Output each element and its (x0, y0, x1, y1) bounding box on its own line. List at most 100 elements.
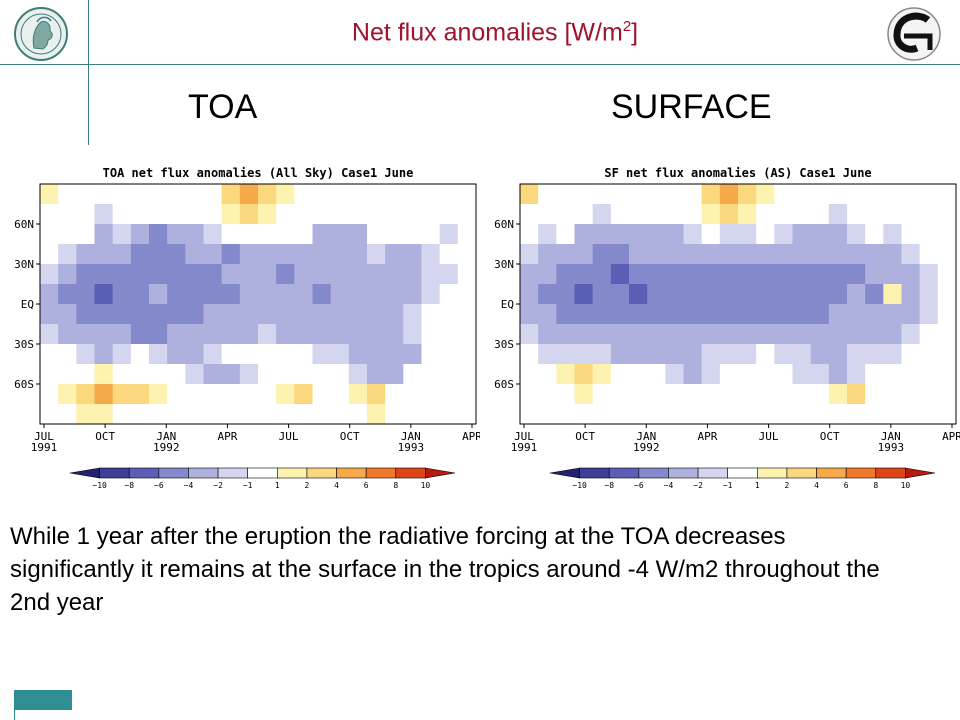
heatmap-cell (258, 404, 277, 425)
heatmap-cell (738, 344, 757, 365)
heatmap-cell (865, 304, 884, 325)
heatmap-cell (403, 264, 423, 285)
heatmap-cell (756, 184, 775, 205)
heatmap-cell (221, 224, 241, 245)
heatmap-cell (629, 224, 648, 245)
institute-logo (887, 7, 941, 61)
heatmap-cell (312, 324, 332, 345)
heatmap-cell (203, 184, 223, 205)
heatmap-cell (258, 204, 277, 225)
heatmap-cell (574, 364, 594, 385)
heatmap-cell (701, 304, 721, 325)
x-tick-label: OCT (820, 430, 840, 443)
heatmap-cell (276, 324, 295, 345)
heatmap-cell (520, 324, 539, 345)
heatmap-cell (312, 384, 332, 405)
heatmap-cell (556, 184, 576, 205)
heatmap-cell (439, 344, 459, 365)
heatmap-cell (76, 404, 96, 425)
colorbar-label: 4 (334, 481, 339, 490)
heatmap-cell (94, 384, 114, 405)
heatmap-cell (258, 224, 277, 245)
heatmap-cell (76, 184, 96, 205)
heatmap-cell (367, 384, 386, 405)
heatmap-cell (457, 364, 477, 385)
heatmap-cell (348, 364, 368, 385)
heatmap-cell (756, 304, 775, 325)
heatmap-cell (556, 284, 576, 305)
chart-title: TOA net flux anomalies (All Sky) Case1 J… (103, 166, 414, 180)
heatmap-cell (610, 404, 630, 425)
heatmap-cell (294, 224, 314, 245)
heatmap-cell (94, 264, 114, 285)
heatmap-cell (221, 344, 241, 365)
heatmap-cell (647, 224, 666, 245)
heatmap-cell (439, 224, 459, 245)
x-tick-label: 1991 (511, 441, 538, 454)
heatmap-cell (403, 184, 423, 205)
x-tick-label: JUL (279, 430, 299, 443)
heatmap-cell (203, 324, 223, 345)
colorbar-swatch (549, 467, 580, 479)
colorbar-label: −4 (664, 481, 674, 490)
heatmap-cell (901, 364, 921, 385)
heatmap-cell (828, 364, 848, 385)
heatmap-cell (348, 224, 368, 245)
heatmap-cell (629, 284, 648, 305)
heatmap-cell (58, 364, 77, 385)
heatmap-cell (203, 304, 223, 325)
heatmap-cell (919, 324, 939, 345)
heatmap-cell (665, 244, 685, 265)
colorbar-swatch (158, 467, 189, 479)
chart-title: SF net flux anomalies (AS) Case1 June (604, 166, 871, 180)
heatmap-cell (421, 224, 441, 245)
heatmap-cell (520, 264, 539, 285)
heatmap-cell (40, 204, 59, 225)
heatmap-cell (276, 284, 295, 305)
heatmap-cell (847, 264, 866, 285)
heatmap-cell (276, 384, 295, 405)
heatmap-cell (40, 364, 59, 385)
heatmap-cell (167, 364, 186, 385)
heatmap-cell (610, 344, 630, 365)
x-tick-label: OCT (340, 430, 360, 443)
heatmap-cell (203, 264, 223, 285)
heatmap-cell (167, 184, 186, 205)
heatmap-cell (221, 284, 241, 305)
heatmap-cell (203, 344, 223, 365)
heatmap-cell (810, 384, 830, 405)
heatmap-cell (883, 184, 903, 205)
heatmap-cell (94, 344, 114, 365)
colorbar-label: −8 (604, 481, 614, 490)
heatmap-cell (738, 384, 757, 405)
heatmap-cell (556, 364, 576, 385)
heatmap-cell (367, 184, 386, 205)
heatmap-cell (756, 264, 775, 285)
heatmap-cell (439, 404, 459, 425)
heatmap-cell (330, 204, 350, 225)
heatmap-cell (239, 364, 259, 385)
heatmap-cell (76, 344, 96, 365)
heatmap-cell (112, 224, 132, 245)
heatmap-cell (403, 384, 423, 405)
heatmap-cell (919, 364, 939, 385)
heatmap-cell (810, 264, 830, 285)
heatmap-cell (348, 244, 368, 265)
heatmap-cell (149, 304, 168, 325)
heatmap-cell (112, 364, 132, 385)
heatmap-cell (592, 364, 612, 385)
heatmap-cell (538, 204, 557, 225)
colorbar-swatch (188, 467, 219, 479)
heatmap-cell (883, 304, 903, 325)
heatmap-cell (665, 364, 685, 385)
heatmap-cell (701, 264, 721, 285)
heatmap-cell (647, 244, 666, 265)
heatmap-cell (792, 264, 812, 285)
colorbar-label: −2 (213, 481, 223, 490)
colorbar-swatch (905, 467, 936, 479)
heatmap-cell (348, 184, 368, 205)
x-tick-label: JAN (401, 430, 421, 443)
heatmap-cell (538, 244, 557, 265)
heatmap-cell (520, 364, 539, 385)
heatmap-cell (865, 324, 884, 345)
